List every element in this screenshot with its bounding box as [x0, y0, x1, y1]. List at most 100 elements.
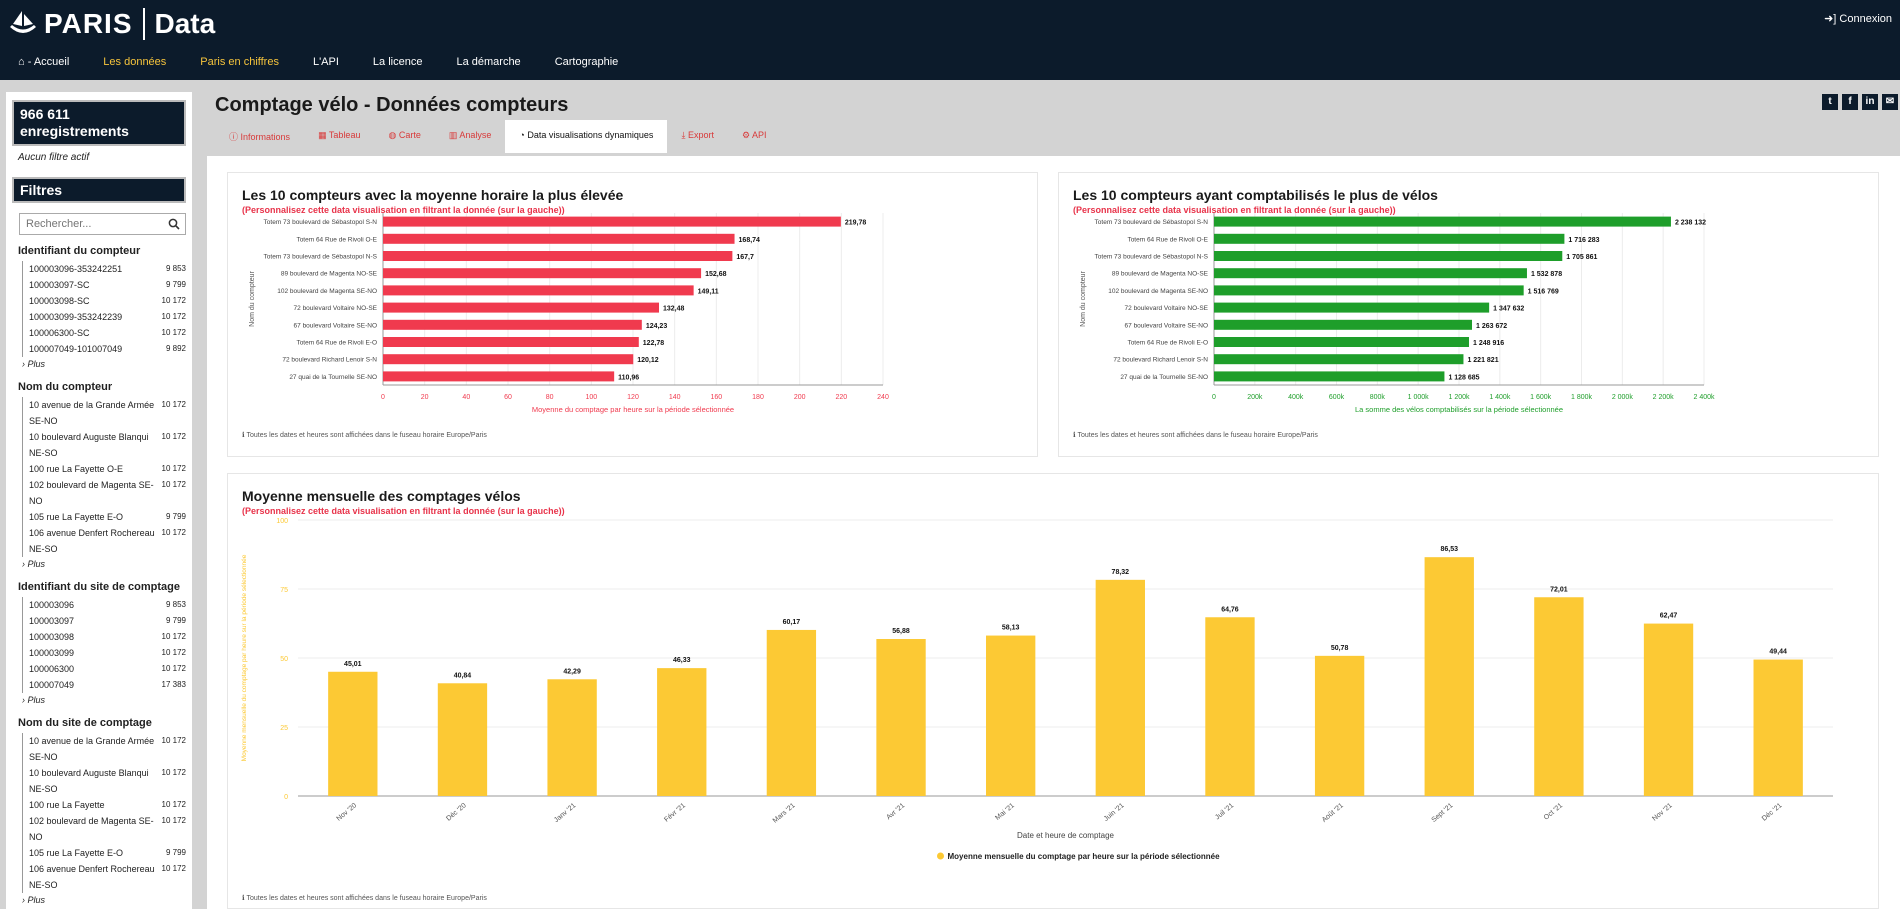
bar — [328, 671, 378, 796]
facet-item[interactable]: 100007049 17 383 — [29, 677, 186, 693]
logo-separator — [142, 8, 145, 40]
nav-map[interactable]: Cartographie — [554, 56, 619, 68]
facet-more-label: Plus — [27, 695, 46, 705]
data-label: 72,01 — [1550, 586, 1568, 593]
tab-dataviz[interactable]: ◔ Data visualisations dynamiques — [505, 120, 668, 153]
category-label: 72 boulevard Voltaire NO-SE — [294, 305, 378, 312]
nav-home-label: - Accueil — [27, 56, 70, 68]
facet-item[interactable]: 102 boulevard de Magenta SE-NO 10 172 — [29, 477, 186, 509]
facet-item[interactable]: 100003099-353242239 10 172 — [29, 309, 186, 325]
facet-item[interactable]: 100003097-SC 9 799 — [29, 277, 186, 293]
nav-license[interactable]: La licence — [372, 56, 423, 68]
facet-item[interactable]: 100006300 10 172 — [29, 661, 186, 677]
category-label: 27 quai de la Tournelle SE-NO — [1120, 374, 1208, 381]
nav-approach[interactable]: La démarche — [456, 56, 521, 68]
x-tick-label: 1 400k — [1489, 394, 1511, 401]
record-count: 966 611 enregistrements — [12, 100, 186, 146]
data-label: 167,7 — [736, 254, 754, 261]
x-axis-title: La somme des vélos comptabilisés sur la … — [1355, 405, 1563, 414]
facet-more-link[interactable]: › Plus — [22, 557, 186, 571]
y-axis-title: Nom du compteur — [249, 271, 256, 327]
facet-item[interactable]: 100003098-SC 10 172 — [29, 293, 186, 309]
facet-item[interactable]: 10 boulevard Auguste Blanqui NE-SO 10 172 — [29, 429, 186, 461]
facet-item[interactable]: 105 rue La Fayette E-O 9 799 — [29, 509, 186, 525]
tab-analyse[interactable]: ▥ Analyse — [435, 120, 506, 153]
nav-api[interactable]: L'API — [312, 56, 339, 68]
timezone-note-text: Toutes les dates et heures sont affichée… — [246, 432, 487, 439]
category-label: Totem 64 Rue de Rivoli E-O — [296, 340, 377, 347]
facet-item[interactable]: 100003096 9 853 — [29, 597, 186, 613]
facet-item[interactable]: 105 rue La Fayette E-O 9 799 — [29, 845, 186, 861]
facet-item[interactable]: 106 avenue Denfert Rochereau NE-SO 10 172 — [29, 525, 186, 557]
facet-item[interactable]: 102 boulevard de Magenta SE-NO 10 172 — [29, 813, 186, 845]
data-label: 2 238 132 — [1675, 220, 1706, 227]
facet-more-link[interactable]: › Plus — [22, 893, 186, 907]
facet-more-label: Plus — [27, 895, 46, 905]
facet-more-link[interactable]: › Plus — [22, 357, 186, 371]
twitter-icon[interactable]: t — [1822, 94, 1838, 110]
x-tick-label: 240 — [877, 394, 889, 401]
nav-home[interactable]: ⌂ - Accueil — [18, 56, 69, 68]
dashboard-icon: ◔ — [519, 130, 525, 140]
facet-group: Nom du compteur 10 avenue de la Grande Ar… — [12, 381, 186, 571]
x-tick-label: 2 400k — [1693, 394, 1715, 401]
x-tick-label: 120 — [627, 394, 639, 401]
x-tick-label: 140 — [669, 394, 681, 401]
facet-item-label: 100007049-101007049 — [29, 344, 123, 354]
bar — [383, 354, 634, 365]
chevron-right-icon: › — [22, 895, 28, 905]
facet-item-count: 10 172 — [161, 400, 186, 409]
tab-informations[interactable]: ⓘ Informations — [215, 120, 304, 153]
email-icon[interactable]: ✉ — [1882, 94, 1898, 110]
y-tick-label: 100 — [276, 518, 288, 525]
no-filter-text: Aucun filtre actif — [18, 152, 90, 163]
y-tick-label: 25 — [280, 725, 288, 732]
paris-data-logo[interactable]: PARIS Data — [6, 8, 215, 40]
facet-item-count: 9 892 — [165, 344, 186, 353]
category-label: 67 boulevard Voltaire SE-NO — [294, 322, 377, 329]
legend-label: Moyenne mensuelle du comptage par heure … — [948, 852, 1221, 861]
facet-item[interactable]: 100003098 10 172 — [29, 629, 186, 645]
chart-subtitle: (Personnalisez cette data visualisation … — [1073, 205, 1396, 215]
facet-item[interactable]: 100003096-353242251 9 853 — [29, 261, 186, 277]
nav-figures[interactable]: Paris en chiffres — [200, 56, 279, 68]
facet-item[interactable]: 10 boulevard Auguste Blanqui NE-SO 10 172 — [29, 765, 186, 797]
category-label: Totem 73 boulevard de Sébastopol S-N — [264, 219, 378, 226]
y-axis-title: Moyenne mensuelle du comptage par heure … — [241, 554, 248, 761]
category-label: Sept '21 — [1431, 802, 1455, 824]
nav-data[interactable]: Les données — [103, 56, 167, 68]
facet-item-label: 10 boulevard Auguste Blanqui NE-SO — [29, 768, 149, 794]
data-label: 124,23 — [646, 323, 668, 330]
x-tick-label: 40 — [462, 394, 470, 401]
data-label: 1 705 861 — [1566, 254, 1597, 261]
facet-item[interactable]: 10 avenue de la Grande Armée SE-NO 10 172 — [29, 397, 186, 429]
facet-item[interactable]: 100003097 9 799 — [29, 613, 186, 629]
tab-carte-label: Carte — [398, 130, 421, 140]
facet-more-link[interactable]: › Plus — [22, 693, 186, 707]
facet-item[interactable]: 100003099 10 172 — [29, 645, 186, 661]
facet-list: 100003096-353242251 9 853 100003097-SC 9 79… — [22, 261, 186, 357]
category-label: Oct '21 — [1543, 802, 1564, 822]
filter-search-input[interactable] — [20, 214, 170, 234]
timezone-note-text: Toutes les dates et heures sont affichée… — [1077, 432, 1318, 439]
facet-item[interactable]: 100006300-SC 10 172 — [29, 325, 186, 341]
tab-tableau-label: Tableau — [328, 130, 361, 140]
data-label: 42,29 — [563, 668, 581, 675]
tab-api[interactable]: ⚙ API — [728, 120, 781, 153]
tab-carte[interactable]: ◍ Carte — [374, 120, 434, 153]
login-link[interactable]: ➜] Connexion — [1824, 12, 1892, 25]
facet-item[interactable]: 100 rue La Fayette 10 172 — [29, 797, 186, 813]
y-axis-title: Nom du compteur — [1080, 271, 1087, 327]
facet-item[interactable]: 100 rue La Fayette O-E 10 172 — [29, 461, 186, 477]
facet-item[interactable]: 10 avenue de la Grande Armée SE-NO 10 172 — [29, 733, 186, 765]
facebook-icon[interactable]: f — [1842, 94, 1858, 110]
category-label: Mars '21 — [772, 802, 797, 825]
search-icon[interactable] — [168, 218, 180, 230]
x-tick-label: 180 — [752, 394, 764, 401]
tab-export[interactable]: ⤓ Export — [667, 120, 728, 153]
tab-tableau[interactable]: ▦ Tableau — [304, 120, 374, 153]
gears-icon: ⚙ — [741, 130, 751, 140]
facet-item[interactable]: 100007049-101007049 9 892 — [29, 341, 186, 357]
linkedin-icon[interactable]: in — [1862, 94, 1878, 110]
facet-item[interactable]: 106 avenue Denfert Rochereau NE-SO 10 172 — [29, 861, 186, 893]
